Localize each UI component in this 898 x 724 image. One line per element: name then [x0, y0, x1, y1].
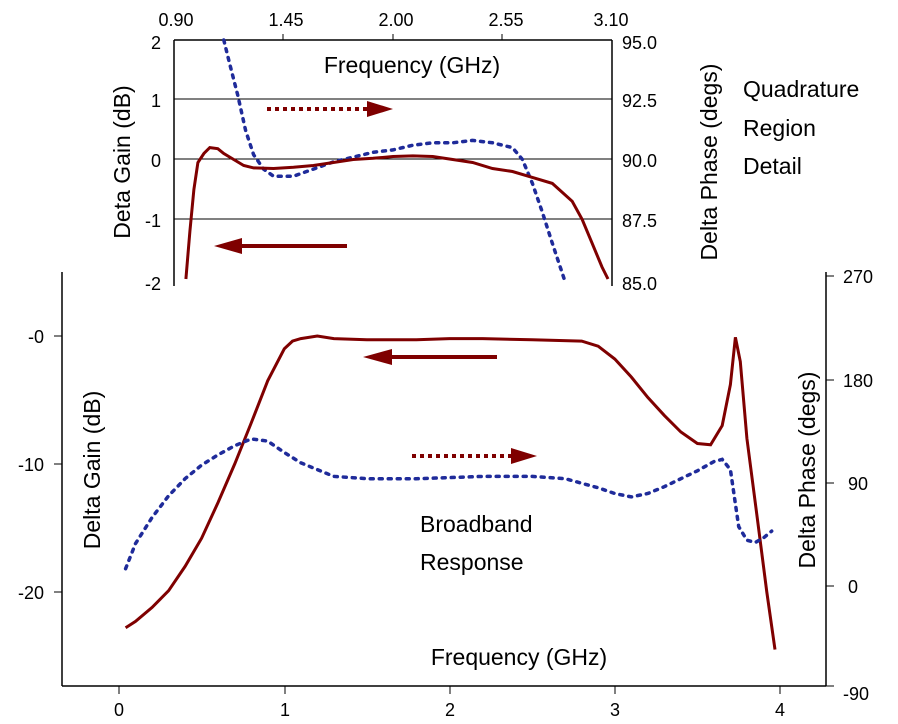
- broadband-x-label: Frequency (GHz): [431, 644, 607, 670]
- broadband-x-tick-label: 4: [775, 700, 785, 720]
- broadband-gain-arrow: [363, 349, 497, 365]
- quadrature-left-tick-label: -1: [145, 211, 161, 231]
- quadrature-left-ticks: 2 1 0 -1 -2: [145, 33, 161, 294]
- broadband-chart: 0 1 2 3 4 -0 -10 -20 270 180 90 0 -90: [18, 267, 873, 720]
- quadrature-x-tick-label: 0.90: [158, 10, 193, 30]
- quadrature-annotation-line3: Detail: [743, 153, 802, 179]
- quadrature-gain-series: [184, 146, 610, 280]
- quadrature-grid: [174, 98, 612, 220]
- quadrature-right-ticks: 95.0 92.5 90.0 87.5 85.0: [622, 33, 657, 294]
- broadband-phase-arrow: [412, 448, 537, 464]
- broadband-right-tick-label: 270: [843, 267, 873, 287]
- quadrature-right-tick-label: 92.5: [622, 91, 657, 111]
- quadrature-x-tick-label: 3.10: [593, 10, 628, 30]
- broadband-y-left-label: Delta Gain (dB): [79, 391, 105, 550]
- broadband-phase-series: [123, 437, 774, 571]
- quadrature-annotation-line2: Region: [743, 115, 816, 141]
- broadband-annotation-line1: Broadband: [420, 511, 533, 537]
- quadrature-left-tick-label: 1: [151, 91, 161, 111]
- quadrature-x-tick-label: 2.55: [488, 10, 523, 30]
- broadband-annotation-line2: Response: [420, 549, 524, 575]
- quadrature-x-tick-label: 2.00: [378, 10, 413, 30]
- quadrature-x-tick-label: 1.45: [268, 10, 303, 30]
- broadband-right-tick-label: 90: [848, 474, 868, 494]
- quadrature-annotation-line1: Quadrature: [743, 76, 859, 102]
- quadrature-x-ticks: 0.90 1.45 2.00 2.55 3.10: [158, 10, 629, 40]
- broadband-x-tick-label: 2: [445, 700, 455, 720]
- quadrature-phase-series: [222, 38, 566, 281]
- quadrature-right-tick-label: 90.0: [622, 151, 657, 171]
- broadband-x-ticks: 0 1 2 3 4: [114, 686, 785, 720]
- broadband-left-y-ticks: -0 -10 -20: [18, 327, 62, 603]
- quadrature-right-tick-label: 85.0: [622, 274, 657, 294]
- quadrature-y-right-label: Delta Phase (degs): [696, 64, 722, 261]
- quadrature-gain-arrow: [214, 238, 347, 254]
- broadband-x-tick-label: 1: [280, 700, 290, 720]
- broadband-right-tick-label: 0: [848, 577, 858, 597]
- broadband-gain-series: [124, 334, 777, 650]
- quadrature-left-tick-label: -2: [145, 274, 161, 294]
- broadband-right-tick-label: 180: [843, 371, 873, 391]
- broadband-x-tick-label: 0: [114, 700, 124, 720]
- quadrature-right-tick-label: 95.0: [622, 33, 657, 53]
- quadrature-y-left-label: Deta Gain (dB): [109, 85, 135, 238]
- broadband-left-tick-label: -20: [18, 583, 44, 603]
- quadrature-left-tick-label: 0: [151, 151, 161, 171]
- broadband-left-tick-label: -10: [18, 455, 44, 475]
- quadrature-right-tick-label: 87.5: [622, 211, 657, 231]
- broadband-right-y-ticks: 270 180 90 0 -90: [826, 267, 873, 704]
- broadband-left-tick-label: -0: [28, 327, 44, 347]
- quadrature-left-tick-label: 2: [151, 33, 161, 53]
- broadband-x-tick-label: 3: [610, 700, 620, 720]
- broadband-right-tick-label: -90: [843, 684, 869, 704]
- quadrature-x-label: Frequency (GHz): [324, 52, 500, 78]
- quadrature-phase-arrow: [267, 101, 393, 117]
- broadband-y-right-label: Delta Phase (degs): [794, 372, 820, 569]
- quadrature-chart: 0.90 1.45 2.00 2.55 3.10 2 1 0 -1 -2 95.…: [109, 10, 859, 294]
